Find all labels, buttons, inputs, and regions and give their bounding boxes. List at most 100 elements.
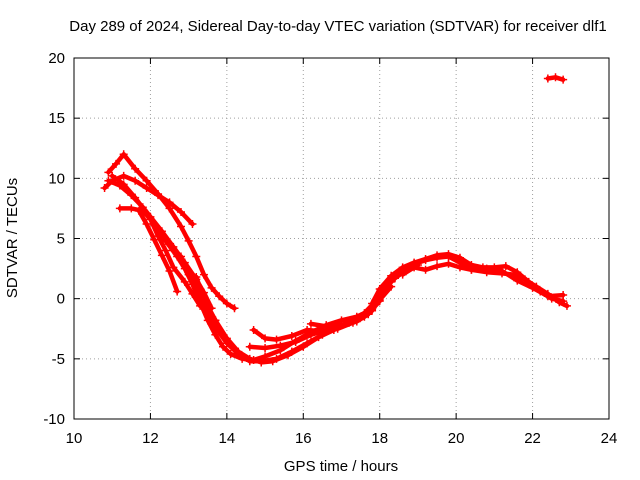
data-point (119, 150, 128, 159)
data-point (199, 270, 208, 279)
data-point (375, 285, 384, 294)
series-line (136, 208, 180, 294)
series-line (117, 206, 203, 309)
x-tick-label: 24 (601, 430, 618, 447)
data-point (222, 299, 231, 308)
data-point (184, 236, 193, 245)
x-tick-label: 10 (66, 430, 83, 447)
y-tick-label: -5 (52, 351, 65, 368)
y-tick-label: 10 (48, 170, 65, 187)
series-track-12 (306, 310, 373, 331)
data-point (184, 270, 193, 279)
data-point (245, 354, 254, 363)
y-tick-label: 20 (48, 50, 65, 67)
data-point (498, 266, 506, 275)
data-point (219, 342, 228, 351)
data-point (398, 270, 407, 279)
data-point (261, 334, 270, 343)
data-point (291, 337, 300, 346)
data-point (261, 344, 270, 353)
data-point (268, 357, 277, 366)
data-point (104, 168, 113, 177)
series-track-6 (134, 206, 182, 296)
data-point (177, 222, 185, 231)
data-point (249, 325, 258, 334)
data-point (146, 215, 155, 224)
data-point (188, 220, 197, 229)
data-point (433, 253, 442, 262)
series-track-2 (104, 150, 239, 313)
data-point (543, 74, 552, 83)
data-point (104, 176, 113, 185)
grid-lines (74, 58, 609, 419)
data-point (150, 235, 159, 244)
axis-ticks: 10 12 14 16 18 20 22 24 -10 -5 0 5 10 15 20 (43, 50, 617, 447)
data-point (192, 273, 201, 282)
data-point (119, 180, 128, 189)
y-tick-label: 0 (57, 291, 65, 308)
data-point (222, 334, 231, 343)
data-point (161, 246, 170, 255)
y-tick-label: -10 (43, 411, 65, 428)
data-point (559, 75, 568, 84)
series-track-15 (398, 259, 568, 301)
data-point (234, 347, 243, 356)
data-point (467, 265, 476, 274)
data-point (131, 176, 140, 185)
data-point (165, 204, 174, 213)
series-track-14 (375, 252, 571, 310)
data-point (142, 220, 151, 229)
data-point (199, 294, 208, 303)
data-point (455, 263, 464, 272)
data-point (551, 73, 560, 82)
y-axis-label: SDTVAR / TECUs (4, 178, 21, 298)
data-point (177, 252, 185, 261)
data-point (207, 283, 216, 292)
data-point (387, 277, 396, 286)
x-tick-label: 18 (371, 430, 388, 447)
x-axis-label: GPS time / hours (284, 458, 398, 475)
data-point (100, 183, 109, 192)
data-point (352, 317, 361, 326)
series-group (100, 73, 571, 367)
data-point (368, 306, 377, 315)
data-point (559, 291, 568, 300)
data-point (433, 262, 442, 271)
series-track-16 (543, 73, 568, 84)
x-tick-label: 22 (524, 430, 541, 447)
data-point (444, 259, 453, 268)
data-point (127, 204, 136, 213)
data-point (555, 298, 564, 307)
chart-title: Day 289 of 2024, Sidereal Day-to-day VTE… (69, 18, 606, 35)
data-point (157, 251, 166, 260)
y-tick-label: 15 (48, 110, 65, 127)
data-point (108, 171, 117, 180)
data-point (299, 342, 308, 351)
series-line (369, 251, 566, 306)
x-tick-label: 12 (142, 430, 159, 447)
data-point (368, 299, 377, 308)
data-point (306, 319, 315, 328)
data-point (284, 351, 292, 360)
y-tick-label: 5 (57, 231, 65, 248)
data-point (134, 206, 143, 215)
data-point (180, 277, 189, 286)
data-point (215, 292, 224, 301)
data-point (211, 316, 220, 325)
data-point (287, 331, 296, 340)
x-tick-label: 16 (295, 430, 312, 447)
data-point (226, 350, 235, 359)
data-point (444, 252, 453, 261)
data-point (154, 232, 163, 241)
data-point (306, 330, 315, 339)
data-point (169, 263, 178, 272)
data-point (513, 276, 522, 285)
data-point (257, 358, 266, 367)
data-point (482, 264, 491, 273)
data-point (410, 263, 419, 272)
data-point (119, 171, 128, 180)
data-point (337, 321, 346, 330)
data-point (543, 292, 552, 301)
data-point (112, 159, 121, 168)
